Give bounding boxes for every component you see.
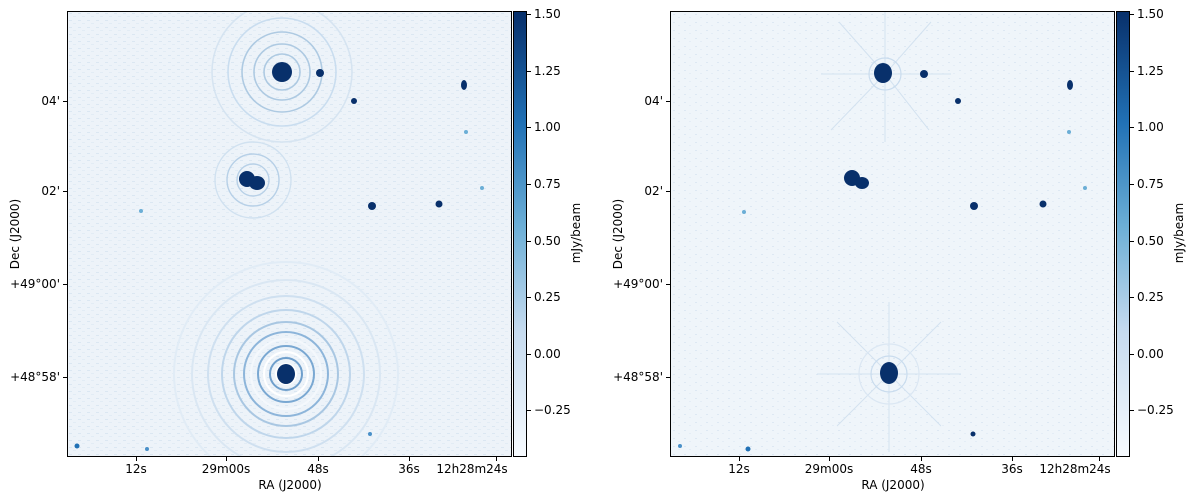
x-axis-title: RA (J2000) (861, 478, 925, 492)
y-tick (666, 284, 670, 285)
y-tick (63, 284, 67, 285)
colorbar-title: mJy/beam (569, 202, 583, 264)
colorbar-tick-label: 1.50 (1137, 7, 1164, 21)
x-tick-label: 36s (1001, 462, 1023, 476)
x-tick-label: 29m00s (804, 462, 854, 476)
x-tick (829, 457, 830, 461)
radio-map (68, 12, 511, 456)
colorbar-tick (1130, 354, 1134, 355)
x-tick-label: 48s (307, 462, 329, 476)
colorbar-tick-label: 0.50 (1137, 234, 1164, 248)
colorbar-tick (527, 297, 531, 298)
x-tick-label: 12h28m24s (1039, 462, 1111, 476)
colorbar-tick-label: 0.00 (1137, 347, 1164, 361)
y-tick (666, 191, 670, 192)
y-tick-label: +49°00' (613, 277, 663, 291)
x-tick (1099, 457, 1100, 461)
y-tick (666, 101, 670, 102)
y-tick-label: +49°00' (10, 277, 60, 291)
colorbar-tick (527, 241, 531, 242)
x-tick (496, 457, 497, 461)
colorbar-tick (527, 127, 531, 128)
colorbar-tick (1130, 410, 1134, 411)
left-panel: 1.50 1.25 1.00 0.75 0.50 0.25 0.00 −0.25… (8, 7, 583, 492)
y-tick-label: 04' (644, 94, 663, 108)
colorbar-tick (1130, 14, 1134, 15)
x-tick-label: 12h28m24s (436, 462, 508, 476)
y-tick-label: +48°58' (613, 370, 663, 384)
colorbar-tick-label: −0.25 (1137, 403, 1174, 417)
radio-map (671, 12, 1114, 456)
x-tick (136, 457, 137, 461)
colorbar-tick (527, 71, 531, 72)
x-tick-label: 12s (125, 462, 147, 476)
colorbar-tick-label: 1.50 (534, 7, 561, 21)
colorbar-tick (527, 184, 531, 185)
x-tick (409, 457, 410, 461)
colorbar-tick-label: −0.25 (534, 403, 571, 417)
colorbar-tick-label: 0.50 (534, 234, 561, 248)
colorbar-tick (1130, 71, 1134, 72)
colorbar-tick (527, 354, 531, 355)
colorbar-tick-label: 0.25 (534, 290, 561, 304)
colorbar-tick-label: 0.25 (1137, 290, 1164, 304)
x-tick (739, 457, 740, 461)
y-tick (63, 101, 67, 102)
y-tick-label: +48°58' (10, 370, 60, 384)
colorbar-tick (1130, 241, 1134, 242)
colorbar-tick (1130, 297, 1134, 298)
x-tick-label: 48s (910, 462, 932, 476)
y-tick (666, 377, 670, 378)
x-tick-label: 29m00s (201, 462, 251, 476)
y-tick-label: 04' (41, 94, 60, 108)
colorbar-tick-label: 1.00 (534, 120, 561, 134)
colorbar-tick-label: 1.25 (534, 64, 561, 78)
colorbar-tick-label: 1.25 (1137, 64, 1164, 78)
y-axis-title: Dec (J2000) (8, 198, 22, 270)
radio-image-with-ring-artifacts (67, 11, 512, 457)
colorbar-tick (1130, 184, 1134, 185)
x-tick (226, 457, 227, 461)
colorbar-tick-label: 0.75 (1137, 177, 1164, 191)
x-tick (1012, 457, 1013, 461)
x-tick-label: 36s (398, 462, 420, 476)
colorbar-tick (527, 14, 531, 15)
colorbar-tick-label: 1.00 (1137, 120, 1164, 134)
y-tick-label: 02' (644, 184, 663, 198)
colorbar-tick (1130, 127, 1134, 128)
colorbar-tick-label: 0.75 (534, 177, 561, 191)
colorbar-title: mJy/beam (1172, 202, 1186, 264)
x-axis-title: RA (J2000) (258, 478, 322, 492)
y-axis-title: Dec (J2000) (611, 198, 625, 270)
x-tick (921, 457, 922, 461)
x-tick-label: 12s (728, 462, 750, 476)
colorbar (1116, 11, 1130, 457)
x-tick (318, 457, 319, 461)
colorbar-tick (527, 410, 531, 411)
right-panel: 1.50 1.25 1.00 0.75 0.50 0.25 0.00 −0.25… (603, 0, 1200, 499)
y-tick-label: 02' (41, 184, 60, 198)
y-tick (63, 377, 67, 378)
colorbar (513, 11, 527, 457)
colorbar-tick-label: 0.00 (534, 347, 561, 361)
radio-image-cleaned (670, 11, 1115, 457)
y-tick (63, 191, 67, 192)
